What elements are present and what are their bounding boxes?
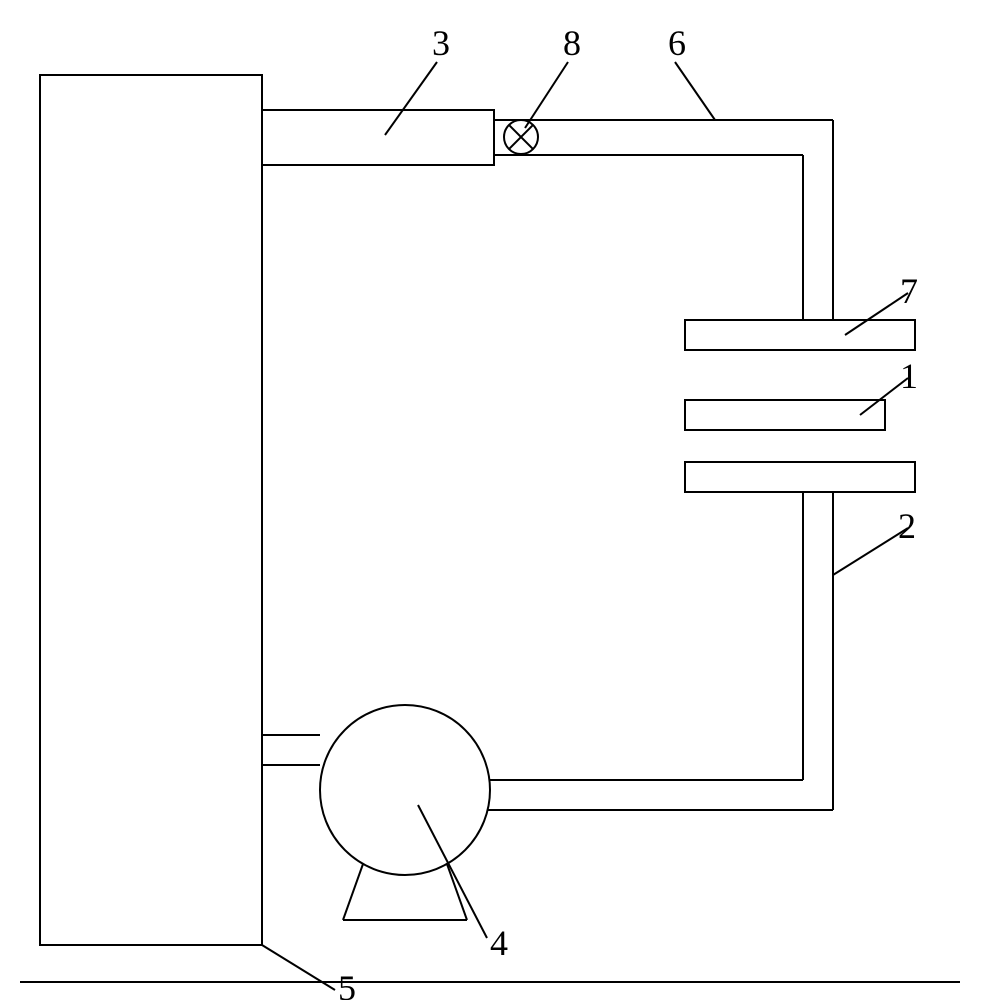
svg-text:8: 8 [563,23,581,63]
svg-text:3: 3 [432,23,450,63]
svg-text:4: 4 [490,923,508,963]
svg-text:1: 1 [900,356,918,396]
svg-text:5: 5 [338,968,356,1000]
svg-text:2: 2 [898,506,916,546]
svg-text:7: 7 [900,271,918,311]
svg-text:6: 6 [668,23,686,63]
